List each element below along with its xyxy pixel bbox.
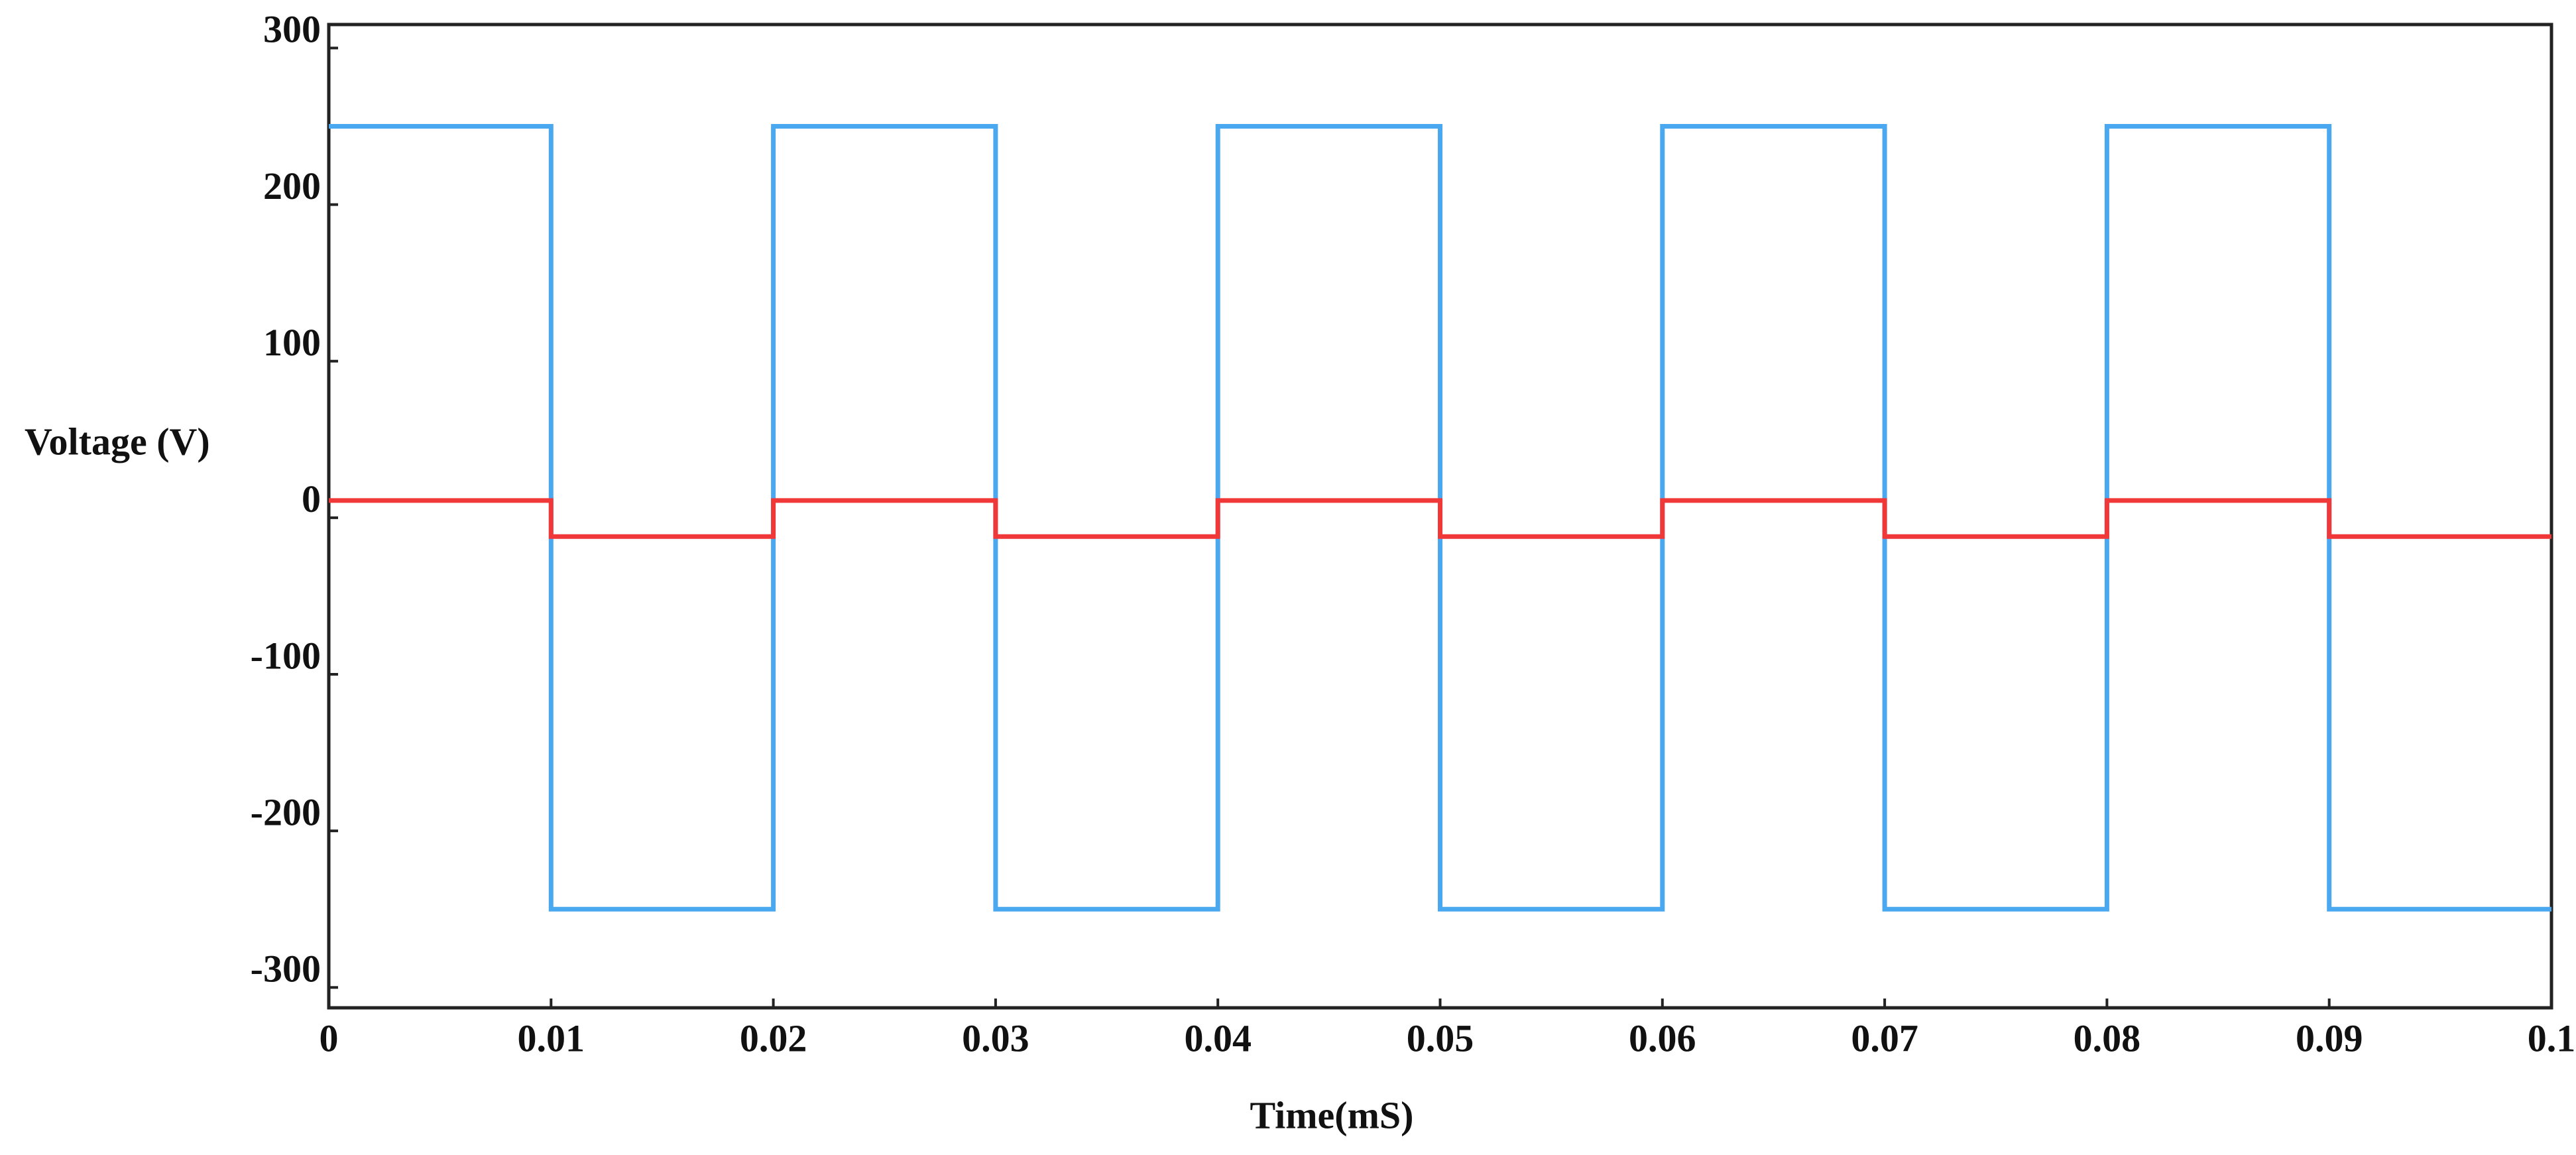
x-tick-label: 0.07 [1851,1016,1918,1060]
y-tick-label: 0 [302,477,321,520]
x-tick-label: 0.09 [2296,1016,2363,1060]
x-axis-label: Time(mS) [1250,1093,1413,1136]
x-tick-label: 0.05 [1407,1016,1474,1060]
y-axis-label: Voltage (V) [25,420,210,463]
y-tick-label: -200 [251,790,321,833]
x-tick-label: 0.04 [1184,1016,1252,1060]
y-tick-label: 100 [263,321,321,364]
y-tick-label: -300 [251,947,321,991]
x-tick-label: 0.06 [1629,1016,1696,1060]
x-tick-label: 0.1 [2528,1016,2576,1060]
x-tick-label: 0.02 [740,1016,807,1060]
y-tick-label: 300 [263,8,321,51]
y-tick-label: -100 [251,634,321,677]
x-tick-label: 0 [320,1016,339,1060]
x-tick-label: 0.01 [518,1016,585,1060]
x-tick-label: 0.08 [2074,1016,2141,1060]
series-line [329,498,2551,539]
y-tick-label: 200 [263,164,321,208]
x-tick-label: 0.03 [962,1016,1029,1060]
